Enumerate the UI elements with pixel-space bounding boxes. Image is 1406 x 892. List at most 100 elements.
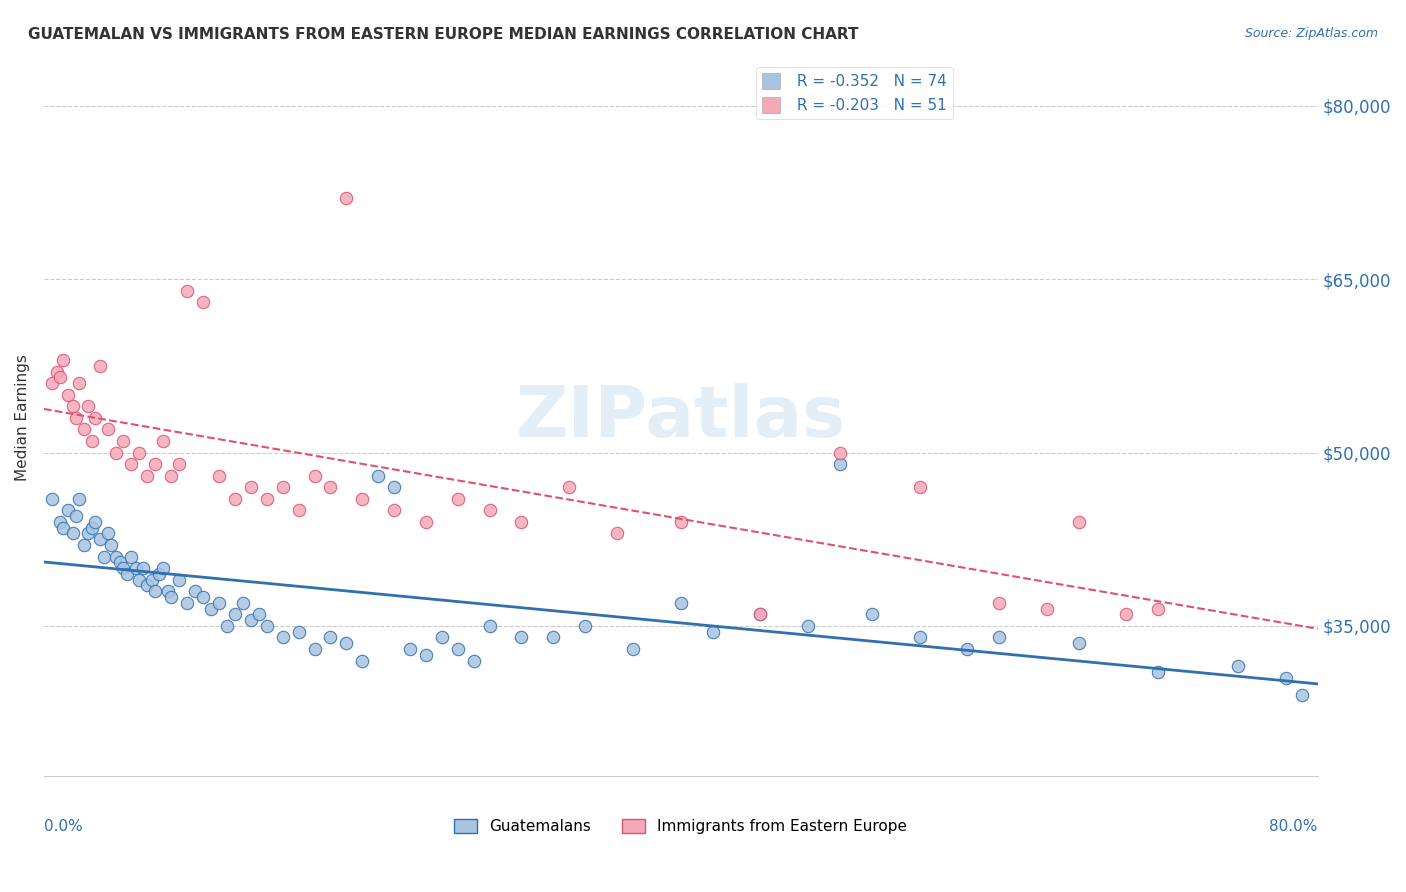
Point (176, 284, 198, 298)
Point (208, 468, 231, 483)
Point (447, 642, 470, 657)
Point (304, 642, 326, 657)
Point (988, 596, 1011, 610)
Point (131, 561, 153, 575)
Point (908, 480, 931, 494)
Text: GUATEMALAN VS IMMIGRANTS FROM EASTERN EUROPE MEDIAN EARNINGS CORRELATION CHART: GUATEMALAN VS IMMIGRANTS FROM EASTERN EU… (28, 27, 859, 42)
Point (77, 526, 100, 541)
Point (382, 503, 405, 517)
Text: 80.0%: 80.0% (1270, 819, 1317, 834)
Point (160, 468, 183, 483)
Point (415, 515, 437, 529)
Point (56, 503, 79, 517)
Point (543, 631, 565, 645)
Point (399, 642, 422, 657)
Point (73, 538, 96, 552)
Point (104, 549, 127, 564)
Point (447, 491, 470, 506)
Point (621, 642, 644, 657)
Point (1115, 607, 1137, 622)
Point (271, 480, 294, 494)
Point (1036, 601, 1059, 615)
Point (143, 457, 166, 471)
Point (558, 480, 581, 494)
Point (860, 607, 883, 622)
Point (67, 376, 90, 391)
Point (287, 503, 309, 517)
Point (49, 515, 72, 529)
Point (83, 515, 105, 529)
Point (160, 590, 183, 604)
Point (208, 596, 231, 610)
Point (125, 561, 148, 575)
Point (319, 631, 342, 645)
Point (152, 434, 174, 448)
Point (83, 410, 105, 425)
Point (232, 596, 254, 610)
Point (478, 503, 501, 517)
Point (45, 365, 67, 379)
Point (65, 410, 87, 425)
Point (256, 619, 278, 633)
Point (89, 533, 111, 547)
Point (93, 549, 115, 564)
Point (352, 654, 374, 668)
Point (247, 607, 270, 622)
Point (335, 191, 357, 205)
Point (382, 480, 405, 494)
Point (62, 400, 84, 414)
Point (367, 468, 389, 483)
Point (56, 388, 79, 402)
Text: 0.0%: 0.0% (44, 819, 83, 834)
Point (463, 654, 485, 668)
Point (52, 353, 75, 368)
Point (128, 573, 150, 587)
Point (574, 619, 596, 633)
Point (1226, 659, 1249, 673)
Point (80, 521, 103, 535)
Point (1291, 688, 1313, 702)
Point (352, 491, 374, 506)
Point (908, 631, 931, 645)
Point (89, 359, 111, 373)
Point (62, 526, 84, 541)
Point (97, 526, 120, 541)
Point (224, 491, 246, 506)
Point (152, 561, 174, 575)
Point (319, 480, 342, 494)
Point (797, 619, 820, 633)
Point (1067, 515, 1090, 529)
Point (167, 457, 190, 471)
Point (115, 566, 138, 581)
Point (176, 596, 198, 610)
Point (112, 434, 135, 448)
Point (77, 400, 100, 414)
Point (287, 624, 309, 639)
Point (1067, 636, 1090, 650)
Point (141, 573, 163, 587)
Point (200, 601, 222, 615)
Point (120, 549, 142, 564)
Point (239, 480, 262, 494)
Point (104, 445, 127, 459)
Point (143, 584, 166, 599)
Point (97, 422, 120, 436)
Point (100, 538, 122, 552)
Point (67, 491, 90, 506)
Point (65, 509, 87, 524)
Point (271, 631, 294, 645)
Point (224, 607, 246, 622)
Point (956, 642, 979, 657)
Point (669, 515, 692, 529)
Point (157, 584, 180, 599)
Point (988, 631, 1011, 645)
Point (128, 445, 150, 459)
Point (110, 555, 132, 569)
Point (828, 445, 851, 459)
Point (430, 631, 453, 645)
Point (52, 521, 75, 535)
Point (749, 607, 772, 622)
Point (73, 422, 96, 436)
Y-axis label: Median Earnings: Median Earnings (15, 354, 30, 482)
Point (239, 613, 262, 627)
